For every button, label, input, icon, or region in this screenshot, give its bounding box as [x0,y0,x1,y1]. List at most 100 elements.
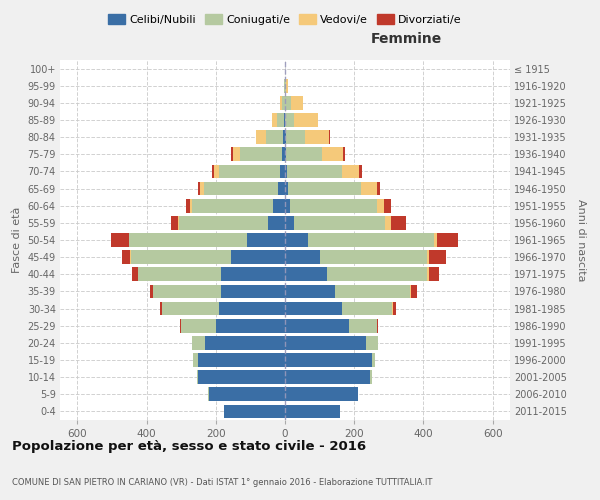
Bar [205,336,285,349]
Bar [212,164,214,178]
Bar [272,113,277,127]
Bar [285,182,289,196]
Bar [285,130,286,144]
Bar [187,199,190,212]
Bar [178,216,179,230]
Bar [342,302,392,316]
Bar [268,216,285,230]
Bar [122,250,130,264]
Bar [285,216,293,230]
Bar [383,199,391,212]
Bar [130,250,131,264]
Bar [285,199,290,212]
Bar [190,199,191,212]
Bar [129,233,247,247]
Bar [286,96,290,110]
Bar [284,79,285,92]
Bar [232,250,285,264]
Bar [294,113,318,127]
Bar [410,284,412,298]
Text: Popolazione per età, sesso e stato civile - 2016: Popolazione per età, sesso e stato civil… [12,440,366,453]
Bar [208,388,209,401]
Bar [286,113,294,127]
Bar [277,113,284,127]
Bar [232,148,233,161]
Bar [329,130,330,144]
Bar [216,319,285,332]
Bar [285,370,370,384]
Bar [219,302,285,316]
Bar [278,182,285,196]
Bar [285,284,335,298]
Bar [342,164,359,178]
Text: COMUNE DI SAN PIETRO IN CARIANO (VR) - Dati ISTAT 1° gennaio 2016 - Elaborazione: COMUNE DI SAN PIETRO IN CARIANO (VR) - D… [12,478,433,487]
Bar [285,250,320,264]
Bar [371,353,375,367]
Bar [285,353,371,367]
Bar [285,79,286,92]
Bar [160,302,162,316]
Bar [200,182,203,196]
Bar [214,164,219,178]
Bar [377,319,379,332]
Bar [359,164,362,178]
Bar [280,96,282,110]
Legend: Celibi/Nubili, Coniugati/e, Vedovi/e, Divorziati/e: Celibi/Nubili, Coniugati/e, Vedovi/e, Di… [104,10,466,29]
Bar [209,388,285,401]
Bar [172,216,178,230]
Bar [427,250,428,264]
Bar [273,199,285,212]
Bar [377,182,380,196]
Bar [150,284,154,298]
Bar [128,233,129,247]
Bar [428,268,439,281]
Bar [377,199,383,212]
Bar [349,319,377,332]
Bar [221,268,285,281]
Bar [320,250,427,264]
Bar [286,148,322,161]
Bar [286,79,288,92]
Bar [434,233,437,247]
Text: Femmine: Femmine [371,32,442,46]
Bar [437,233,458,247]
Bar [282,96,284,110]
Bar [197,370,199,384]
Bar [370,370,371,384]
Bar [131,250,232,264]
Bar [361,182,377,196]
Bar [240,148,281,161]
Bar [154,284,221,298]
Bar [308,233,434,247]
Bar [293,216,385,230]
Bar [221,284,285,298]
Bar [285,148,286,161]
Bar [162,302,219,316]
Bar [289,182,361,196]
Bar [285,388,358,401]
Bar [191,336,205,349]
Bar [111,233,128,247]
Bar [286,130,305,144]
Bar [285,302,342,316]
Bar [393,302,396,316]
Bar [283,130,285,144]
Bar [280,164,285,178]
Bar [305,130,329,144]
Bar [392,302,393,316]
Bar [284,113,285,127]
Bar [256,130,266,144]
Bar [191,199,273,212]
Bar [285,233,308,247]
Bar [326,268,427,281]
Bar [180,319,181,332]
Bar [322,148,343,161]
Bar [199,353,285,367]
Bar [367,336,379,349]
Bar [181,319,216,332]
Bar [199,370,285,384]
Bar [287,164,342,178]
Bar [290,199,377,212]
Bar [203,182,278,196]
Bar [138,268,221,281]
